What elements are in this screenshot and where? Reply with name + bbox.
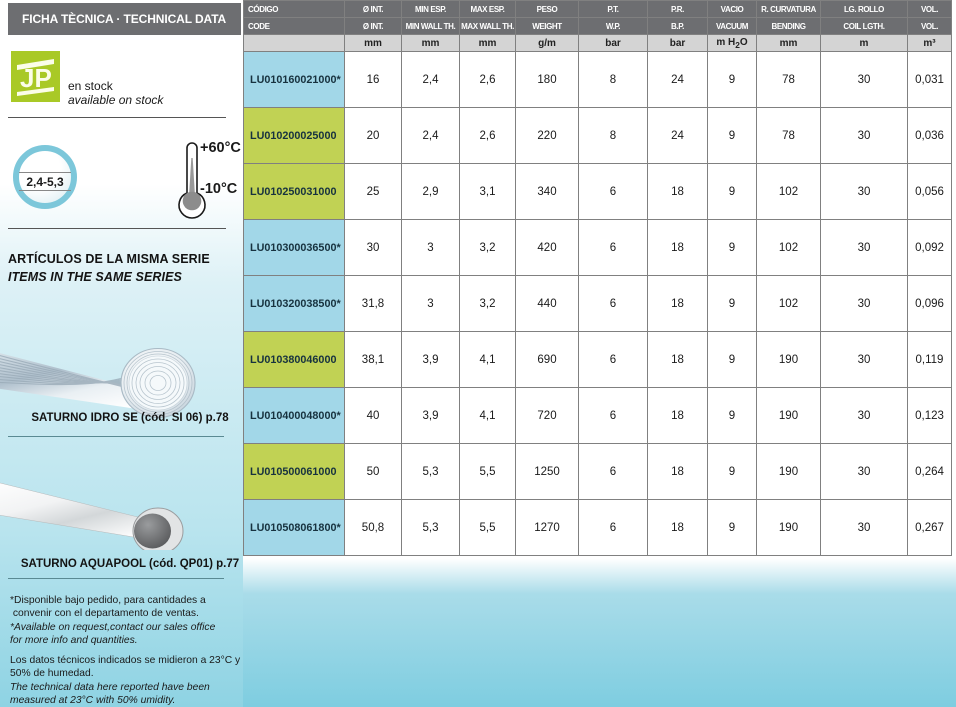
svg-text:JP: JP	[20, 63, 52, 93]
